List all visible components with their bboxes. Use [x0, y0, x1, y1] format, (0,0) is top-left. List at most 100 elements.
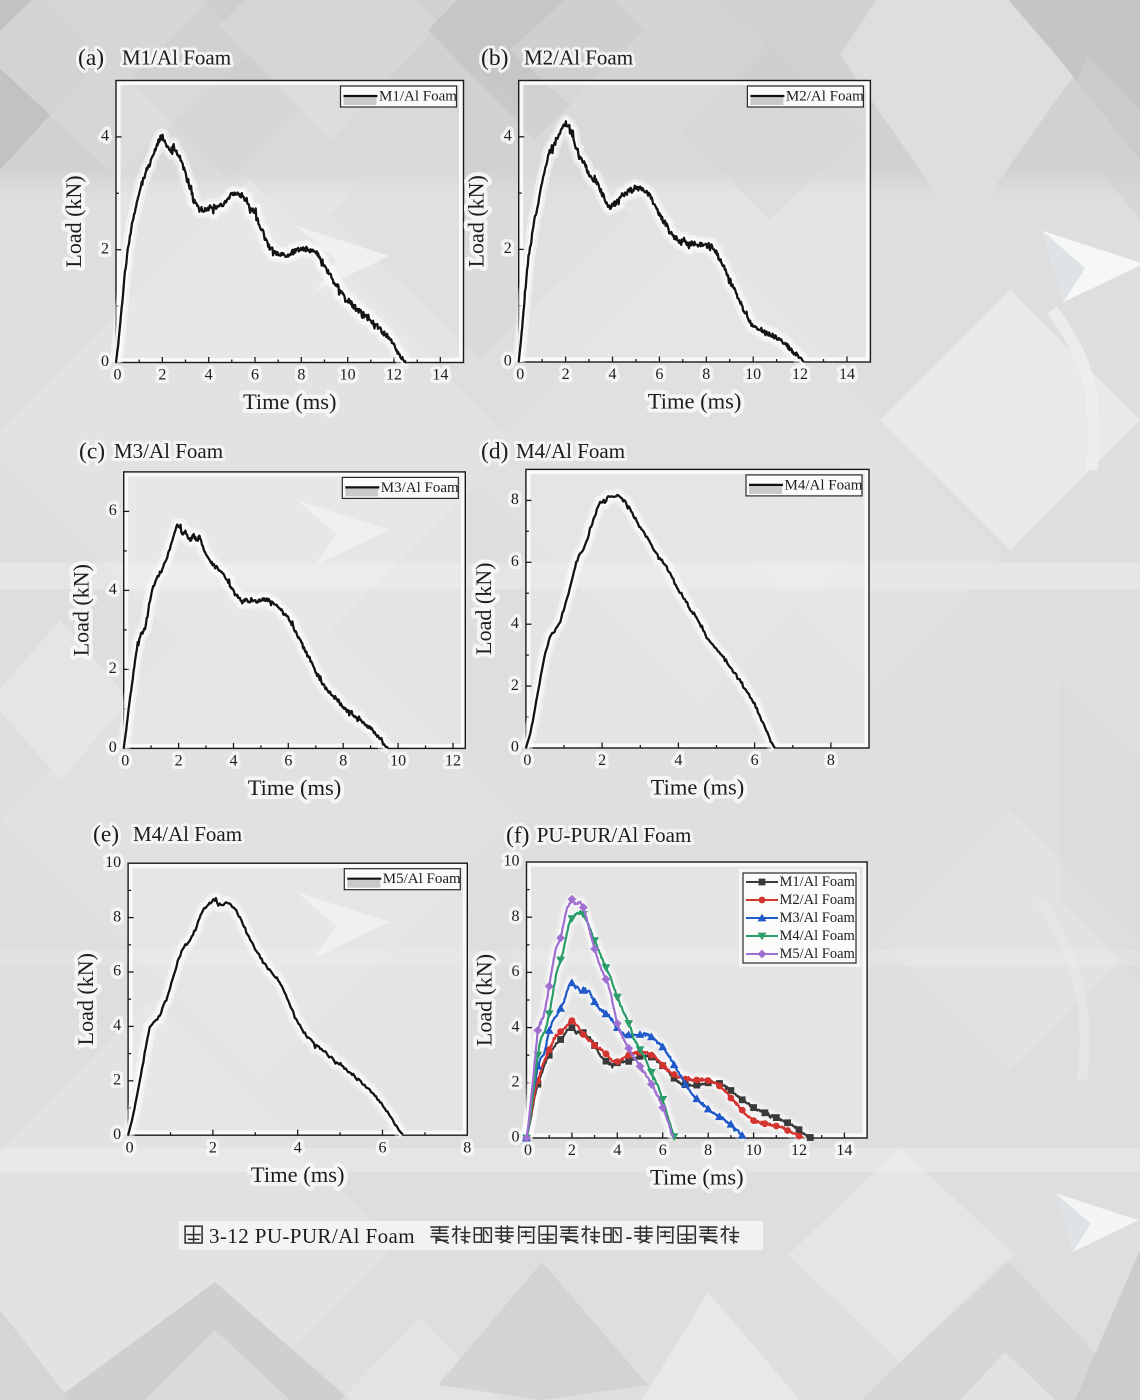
- svg-text:M2/Al Foam: M2/Al Foam: [524, 45, 633, 69]
- svg-text:Load (kN): Load (kN): [69, 564, 94, 656]
- svg-text:6: 6: [379, 1139, 387, 1156]
- svg-text:8: 8: [512, 908, 520, 925]
- svg-text:2: 2: [598, 752, 606, 769]
- svg-text:2: 2: [109, 660, 117, 677]
- svg-text:6: 6: [512, 963, 520, 980]
- svg-text:4: 4: [113, 1017, 121, 1034]
- svg-text:2: 2: [113, 1071, 121, 1088]
- svg-text:6: 6: [659, 1142, 667, 1159]
- svg-text:(f): (f): [506, 822, 529, 848]
- svg-text:4: 4: [109, 581, 117, 598]
- svg-text:6: 6: [659, 1142, 667, 1159]
- svg-text:0: 0: [523, 752, 531, 769]
- svg-text:2: 2: [568, 1142, 576, 1159]
- svg-text:6: 6: [751, 752, 759, 769]
- svg-text:8: 8: [463, 1139, 471, 1156]
- svg-text:Load (kN): Load (kN): [464, 175, 489, 267]
- svg-text:M2/Al Foam: M2/Al Foam: [524, 45, 633, 69]
- svg-text:4: 4: [608, 366, 616, 383]
- svg-text:Load (kN): Load (kN): [472, 954, 497, 1046]
- svg-text:M4/Al Foam: M4/Al Foam: [516, 439, 625, 463]
- svg-text:0: 0: [101, 353, 109, 370]
- svg-text:M1/Al Foam: M1/Al Foam: [122, 45, 231, 69]
- svg-text:4: 4: [613, 1142, 621, 1159]
- svg-text:2: 2: [504, 240, 512, 257]
- svg-text:0: 0: [524, 1142, 532, 1159]
- svg-text:2: 2: [158, 367, 166, 384]
- svg-text:(f): (f): [506, 822, 529, 848]
- svg-text:2: 2: [562, 366, 570, 383]
- svg-text:14: 14: [836, 1142, 852, 1159]
- svg-text:8: 8: [113, 908, 121, 925]
- svg-text:0: 0: [121, 753, 129, 770]
- svg-text:Load (kN): Load (kN): [472, 954, 497, 1046]
- svg-text:10: 10: [745, 366, 761, 383]
- svg-text:8: 8: [827, 752, 835, 769]
- svg-text:(d): (d): [481, 438, 508, 464]
- svg-text:8: 8: [463, 1139, 471, 1156]
- svg-text:12: 12: [386, 367, 402, 384]
- svg-text:Load (kN): Load (kN): [73, 953, 98, 1045]
- svg-text:0: 0: [511, 739, 519, 756]
- svg-text:6: 6: [655, 366, 663, 383]
- svg-text:6: 6: [113, 963, 121, 980]
- svg-text:8: 8: [339, 753, 347, 770]
- svg-text:8: 8: [339, 753, 347, 770]
- svg-text:M5/Al Foam: M5/Al Foam: [780, 946, 856, 962]
- svg-text:Time (ms): Time (ms): [650, 1165, 744, 1190]
- svg-text:6: 6: [511, 553, 519, 570]
- svg-text:6: 6: [109, 502, 117, 519]
- svg-text:Load (kN): Load (kN): [464, 175, 489, 267]
- svg-text:2: 2: [101, 240, 109, 257]
- svg-text:Time (ms): Time (ms): [650, 1165, 744, 1190]
- svg-text:6: 6: [109, 502, 117, 519]
- svg-text:10: 10: [504, 853, 520, 870]
- svg-text:10: 10: [390, 753, 406, 770]
- svg-text:10: 10: [746, 1142, 762, 1159]
- svg-text:4: 4: [511, 615, 519, 632]
- svg-text:0: 0: [504, 353, 512, 370]
- svg-text:Time (ms): Time (ms): [243, 389, 337, 414]
- svg-text:4: 4: [109, 581, 117, 598]
- svg-text:10: 10: [504, 853, 520, 870]
- svg-text:12: 12: [791, 1142, 807, 1159]
- svg-text:2: 2: [511, 677, 519, 694]
- svg-text:0: 0: [101, 353, 109, 370]
- svg-text:6: 6: [251, 367, 259, 384]
- svg-text:12: 12: [386, 367, 402, 384]
- svg-text:2: 2: [101, 240, 109, 257]
- svg-text:6: 6: [751, 752, 759, 769]
- svg-text:4: 4: [229, 753, 237, 770]
- svg-text:2: 2: [511, 677, 519, 694]
- svg-text:14: 14: [839, 366, 855, 383]
- svg-text:2: 2: [175, 753, 183, 770]
- svg-text:(e): (e): [93, 821, 119, 847]
- svg-text:(d): (d): [481, 438, 508, 464]
- svg-text:(a): (a): [78, 45, 104, 71]
- svg-text:2: 2: [158, 367, 166, 384]
- svg-text:2: 2: [209, 1139, 217, 1156]
- svg-text:12: 12: [791, 1142, 807, 1159]
- svg-text:2: 2: [512, 1073, 520, 1090]
- svg-text:4: 4: [113, 1017, 121, 1034]
- svg-text:0: 0: [516, 366, 524, 383]
- svg-text:Time (ms): Time (ms): [651, 775, 745, 800]
- svg-text:8: 8: [113, 908, 121, 925]
- svg-text:0: 0: [126, 1139, 134, 1156]
- svg-text:6: 6: [379, 1139, 387, 1156]
- svg-text:4: 4: [294, 1139, 302, 1156]
- svg-text:M3/Al Foam: M3/Al Foam: [114, 439, 223, 463]
- svg-text:3-12 PU-PUR/Al Foam: 3-12 PU-PUR/Al Foam: [209, 1224, 415, 1248]
- svg-text:4: 4: [512, 1018, 520, 1035]
- svg-text:Time (ms): Time (ms): [651, 775, 745, 800]
- svg-text:M3/Al Foam: M3/Al Foam: [114, 439, 223, 463]
- svg-text:10: 10: [390, 753, 406, 770]
- svg-text:Time (ms): Time (ms): [648, 389, 742, 414]
- svg-text:2: 2: [113, 1071, 121, 1088]
- svg-text:6: 6: [511, 553, 519, 570]
- svg-text:8: 8: [702, 366, 710, 383]
- svg-text:4: 4: [511, 615, 519, 632]
- svg-text:M4/Al Foam: M4/Al Foam: [133, 822, 242, 846]
- svg-text:0: 0: [523, 752, 531, 769]
- svg-text:14: 14: [432, 367, 448, 384]
